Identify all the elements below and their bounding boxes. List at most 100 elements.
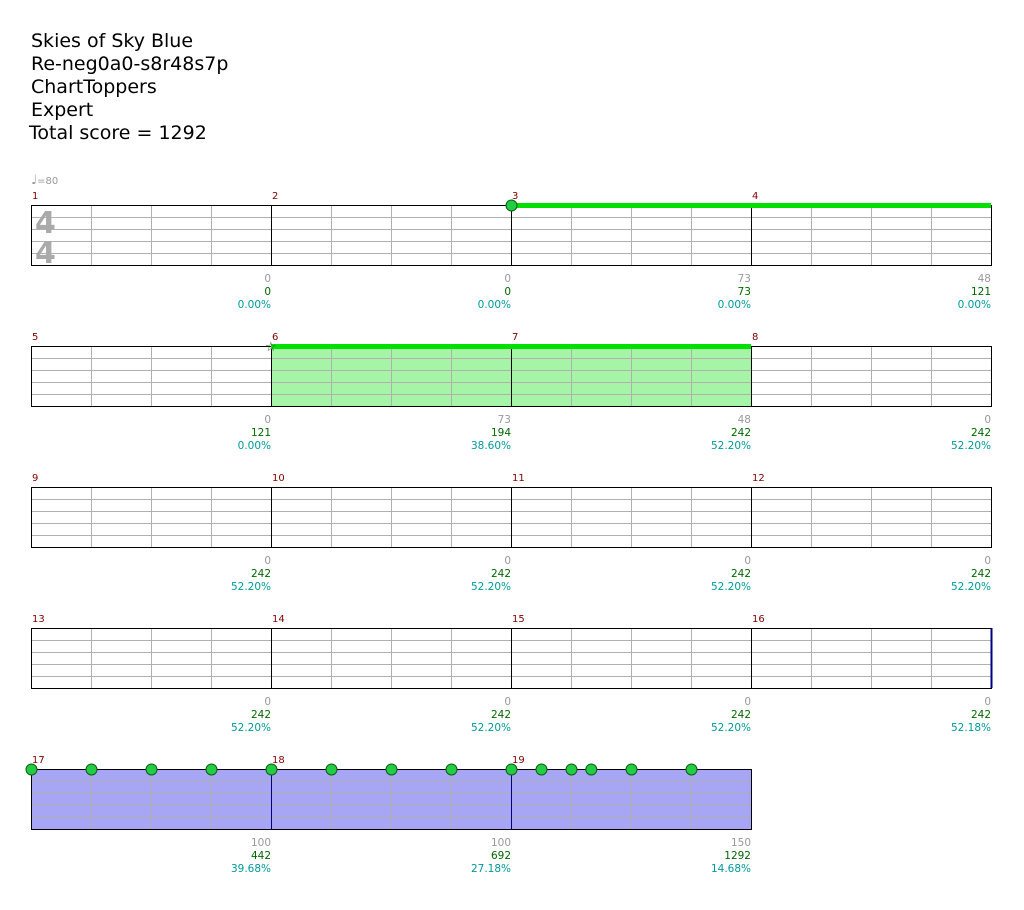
measure-number: 13 — [32, 614, 45, 625]
measure-base-score: 0 — [264, 414, 271, 426]
note-gem — [565, 763, 578, 776]
note-gem — [85, 763, 98, 776]
measure-base-score: 0 — [264, 696, 271, 708]
note-gem — [445, 763, 458, 776]
sustain-line — [511, 203, 991, 208]
note-gem — [145, 763, 158, 776]
song-title: Skies of Sky Blue — [31, 30, 194, 52]
measure-base-score: 100 — [251, 837, 271, 849]
percent-value: 52.20% — [711, 722, 751, 734]
percent-value: 38.60% — [471, 440, 511, 452]
note-gem — [505, 763, 518, 776]
percent-value: 0.00% — [718, 299, 751, 311]
measure-number: 3 — [512, 191, 518, 202]
measure-number: 4 — [752, 191, 758, 202]
percent-value: 52.20% — [711, 440, 751, 452]
cumulative-score: 242 — [491, 568, 511, 580]
note-gem — [325, 763, 338, 776]
cumulative-score: 242 — [971, 568, 991, 580]
measure-base-score: 0 — [264, 273, 271, 285]
note-gem — [535, 763, 548, 776]
percent-value: 52.20% — [711, 581, 751, 593]
percent-value: 52.20% — [231, 581, 271, 593]
chart-id: Re-neg0a0-s8r48s7p — [31, 53, 229, 75]
measure-base-score: 0 — [984, 414, 991, 426]
measure-number: 6 — [272, 332, 278, 343]
percent-value: 39.68% — [231, 863, 271, 875]
cumulative-score: 242 — [731, 568, 751, 580]
measure-number: 11 — [512, 473, 525, 484]
cumulative-score: 73 — [738, 286, 751, 298]
measure-number: 18 — [272, 755, 285, 766]
measure-number: 14 — [272, 614, 285, 625]
measure-base-score: 0 — [984, 555, 991, 567]
cumulative-score: 0 — [264, 286, 271, 298]
cumulative-score: 121 — [251, 427, 271, 439]
measure-base-score: 0 — [504, 273, 511, 285]
percent-value: 0.00% — [238, 440, 271, 452]
percent-value: 52.20% — [231, 722, 271, 734]
cumulative-score: 242 — [731, 427, 751, 439]
measure-base-score: 48 — [738, 414, 751, 426]
percent-value: 0.00% — [238, 299, 271, 311]
note-gem — [625, 763, 638, 776]
note-gem — [205, 763, 218, 776]
note-gem — [385, 763, 398, 776]
cumulative-score: 242 — [251, 568, 271, 580]
measure-number: 1 — [32, 191, 38, 202]
percent-value: 52.20% — [471, 722, 511, 734]
chart-header: Skies of Sky Blue Re-neg0a0-s8r48s7p Cha… — [29, 30, 229, 145]
percent-value: 0.00% — [478, 299, 511, 311]
measure-number: 17 — [32, 755, 45, 766]
measure-base-score: 0 — [504, 555, 511, 567]
measure-number: 15 — [512, 614, 525, 625]
percent-value: 52.20% — [471, 581, 511, 593]
cumulative-score: 242 — [971, 427, 991, 439]
note-gem — [25, 763, 38, 776]
note-gem — [265, 763, 278, 776]
measure-number: 7 — [512, 332, 518, 343]
note-gem — [585, 763, 598, 776]
note-gem — [505, 199, 518, 212]
note-gem — [685, 763, 698, 776]
percent-value: 27.18% — [471, 863, 511, 875]
chart-author: ChartToppers — [31, 76, 157, 98]
measure-base-score: 0 — [264, 555, 271, 567]
time-signature-bottom: 4 — [35, 236, 56, 271]
total-score: Total score = 1292 — [29, 122, 207, 144]
cumulative-score: 121 — [971, 286, 991, 298]
tempo-value: =80 — [37, 176, 59, 187]
cumulative-score: 1292 — [724, 850, 751, 862]
percent-value: 14.68% — [711, 863, 751, 875]
measure-number: 12 — [752, 473, 765, 484]
measure-number: 16 — [752, 614, 765, 625]
measure-number: 5 — [32, 332, 38, 343]
measure-number: 10 — [272, 473, 285, 484]
measure-number: 19 — [512, 755, 525, 766]
measure-base-score: 100 — [491, 837, 511, 849]
measure-base-score: 48 — [978, 273, 991, 285]
measure-number: 9 — [32, 473, 38, 484]
measure-base-score: 0 — [504, 696, 511, 708]
cumulative-score: 442 — [251, 850, 271, 862]
tempo-marking: ♩=80 — [31, 173, 58, 188]
measure-number: 2 — [272, 191, 278, 202]
percent-value: 52.20% — [951, 440, 991, 452]
measure-base-score: 150 — [731, 837, 751, 849]
cumulative-score: 242 — [251, 709, 271, 721]
cumulative-score: 692 — [491, 850, 511, 862]
cumulative-score: 194 — [491, 427, 511, 439]
measure-base-score: 73 — [738, 273, 751, 285]
sustain-line — [271, 344, 751, 349]
difficulty-label: Expert — [31, 99, 94, 121]
percent-value: 52.20% — [951, 581, 991, 593]
measure-base-score: 0 — [984, 696, 991, 708]
cumulative-score: 242 — [971, 709, 991, 721]
percent-value: 52.18% — [951, 722, 991, 734]
measure-base-score: 73 — [498, 414, 511, 426]
cumulative-score: 242 — [731, 709, 751, 721]
quarter-note-icon: ♩ — [31, 173, 38, 188]
measure-base-score: 0 — [744, 696, 751, 708]
star-icon: ☆ — [265, 340, 277, 355]
